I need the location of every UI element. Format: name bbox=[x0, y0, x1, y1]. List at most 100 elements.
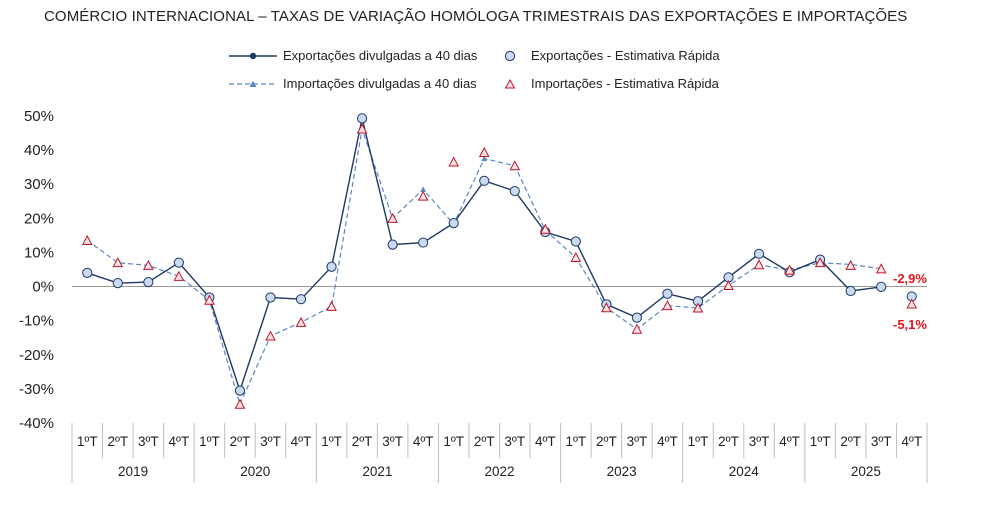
import-flash-point bbox=[478, 146, 490, 157]
x-quarter-label: 1ºT bbox=[810, 434, 831, 449]
x-quarter-label: 3ºT bbox=[627, 434, 648, 449]
x-quarter-label: 1ºT bbox=[688, 434, 709, 449]
x-quarter-label: 4ºT bbox=[169, 434, 190, 449]
import-flash-point bbox=[875, 263, 887, 274]
legend-export-line-label: Exportações divulgadas a 40 dias bbox=[283, 48, 478, 63]
x-year-label: 2023 bbox=[607, 464, 637, 479]
export-flash-point bbox=[112, 278, 123, 289]
x-quarter-label: 3ºT bbox=[504, 434, 525, 449]
x-quarter-label: 4ºT bbox=[657, 434, 678, 449]
import-flash-point bbox=[234, 398, 246, 409]
import-flash-point bbox=[662, 300, 673, 311]
import-flash-point bbox=[723, 279, 734, 291]
legend-import-flash-label: Importações - Estimativa Rápida bbox=[531, 76, 720, 91]
y-tick-label: 50% bbox=[24, 108, 54, 125]
y-tick-label: 0% bbox=[32, 279, 54, 296]
legend: Exportações divulgadas a 40 dias Exporta… bbox=[229, 48, 720, 91]
x-quarter-label: 4ºT bbox=[779, 434, 800, 449]
export-flash-point bbox=[387, 239, 398, 250]
import-flash-point bbox=[265, 330, 276, 341]
chart-title: COMÉRCIO INTERNACIONAL – TAXAS DE VARIAÇ… bbox=[44, 8, 908, 25]
export-flash-point bbox=[356, 113, 368, 124]
export-flash-point bbox=[570, 236, 581, 247]
x-quarter-label: 1ºT bbox=[321, 434, 342, 449]
x-quarter-label: 4ºT bbox=[535, 434, 556, 449]
annotation-export-flash: -2,9% bbox=[893, 271, 927, 286]
import-flash-point bbox=[784, 264, 795, 275]
y-tick-label: -20% bbox=[19, 347, 54, 364]
y-tick-label: 30% bbox=[24, 176, 54, 193]
import-flash-point bbox=[326, 300, 337, 311]
import-flash-point bbox=[906, 298, 918, 309]
import-flash-point bbox=[356, 123, 368, 134]
export-flash-point bbox=[479, 175, 490, 186]
import-flash-point bbox=[448, 156, 460, 167]
import-flash-point bbox=[173, 270, 185, 281]
x-quarter-label: 3ºT bbox=[871, 434, 892, 449]
import-40d-point bbox=[481, 155, 488, 162]
import-flash-point bbox=[143, 259, 154, 270]
legend-import-line-marker bbox=[249, 80, 257, 87]
export-flash-point bbox=[326, 261, 337, 272]
import-flash-point bbox=[692, 302, 704, 313]
legend-export-flash-label: Exportações - Estimativa Rápida bbox=[531, 48, 720, 63]
x-quarter-label: 3ºT bbox=[749, 434, 770, 449]
import-flash-point bbox=[570, 251, 582, 263]
y-tick-label: -10% bbox=[19, 313, 54, 330]
export-flash-point bbox=[753, 248, 765, 259]
x-quarter-label: 2ºT bbox=[718, 434, 739, 449]
import-flash-point bbox=[845, 259, 856, 270]
import-flash-point bbox=[814, 257, 826, 268]
import-flash-point bbox=[112, 257, 124, 268]
legend-export-line-marker bbox=[249, 52, 257, 60]
export-flash-point bbox=[173, 257, 184, 268]
x-year-label: 2022 bbox=[484, 464, 514, 479]
annotation-import-flash: -5,1% bbox=[893, 317, 927, 332]
x-quarter-label: 2ºT bbox=[107, 434, 128, 449]
x-quarter-label: 1ºT bbox=[199, 434, 220, 449]
y-tick-label: -30% bbox=[19, 381, 54, 398]
y-tick-label: 20% bbox=[24, 210, 54, 227]
x-year-label: 2020 bbox=[240, 464, 270, 479]
x-quarter-label: 2ºT bbox=[230, 434, 251, 449]
import-40d-point bbox=[420, 186, 427, 192]
legend-import-line-label: Importações divulgadas a 40 dias bbox=[283, 76, 477, 91]
x-quarter-label: 4ºT bbox=[413, 434, 434, 449]
x-quarter-label: 2ºT bbox=[840, 434, 861, 449]
x-quarter-label: 2ºT bbox=[352, 434, 373, 449]
export-flash-point bbox=[662, 288, 673, 299]
import-flash-point bbox=[387, 212, 398, 223]
x-quarter-label: 1ºT bbox=[443, 434, 464, 449]
export-flash-point bbox=[143, 277, 154, 288]
import-flash-point bbox=[204, 294, 215, 305]
x-quarter-label: 3ºT bbox=[382, 434, 403, 449]
export-flash-point bbox=[845, 285, 856, 297]
export-flash-point bbox=[876, 281, 887, 292]
x-quarter-label: 3ºT bbox=[138, 434, 159, 449]
import-flash-point bbox=[601, 302, 612, 313]
export-flash-point bbox=[418, 237, 429, 248]
x-year-label: 2021 bbox=[362, 464, 392, 479]
x-year-label: 2019 bbox=[118, 464, 148, 479]
import-flash-point bbox=[753, 259, 765, 270]
export-flash-point bbox=[631, 312, 643, 323]
export-flash-point bbox=[82, 267, 93, 279]
import-flash-point bbox=[509, 160, 521, 171]
legend-import-flash-marker bbox=[504, 78, 516, 89]
x-quarter-label: 4ºT bbox=[901, 434, 922, 449]
import-flash-point bbox=[81, 234, 93, 246]
legend-export-flash-marker bbox=[504, 50, 516, 62]
x-quarter-label: 2ºT bbox=[474, 434, 495, 449]
export-flash-point bbox=[295, 294, 307, 305]
export-flash-point bbox=[234, 385, 246, 396]
export-flash-point bbox=[448, 218, 459, 229]
export-flash-point bbox=[509, 185, 520, 197]
x-year-label: 2025 bbox=[851, 464, 881, 479]
y-tick-label: 40% bbox=[24, 142, 54, 159]
x-quarter-label: 1ºT bbox=[565, 434, 586, 449]
import-flash-point bbox=[417, 190, 429, 201]
x-quarter-label: 4ºT bbox=[291, 434, 312, 449]
export-flash-point bbox=[265, 292, 276, 303]
import-flash-point bbox=[631, 323, 643, 334]
